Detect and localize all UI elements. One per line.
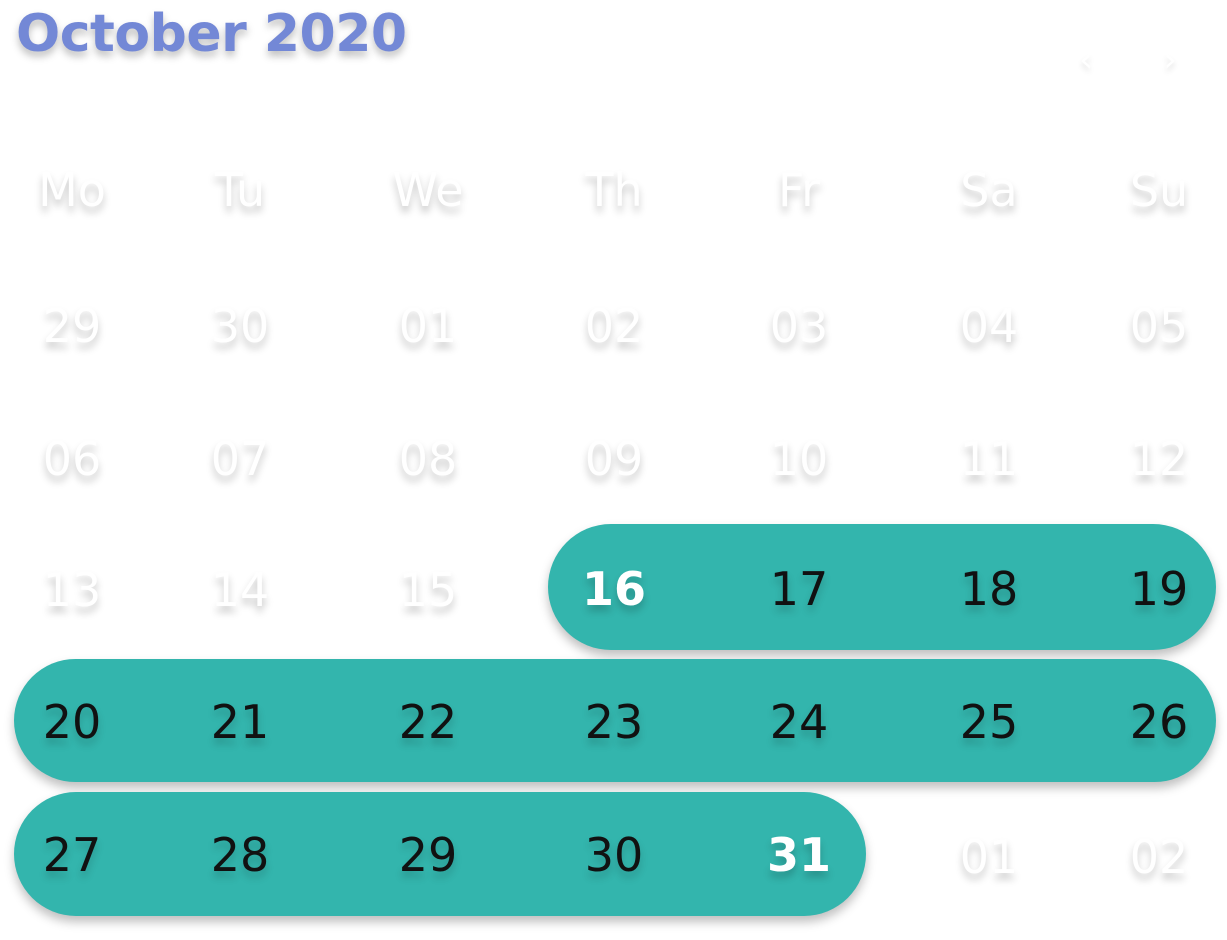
- weekday-mo: Mo: [38, 163, 106, 217]
- day-cell[interactable]: 02: [584, 299, 644, 353]
- day-cell-in-range[interactable]: 29: [398, 828, 458, 882]
- chevron-right-icon: ›: [1163, 40, 1177, 80]
- day-cell[interactable]: 29: [42, 299, 102, 353]
- day-cell[interactable]: 04: [959, 299, 1019, 353]
- day-cell[interactable]: 01: [959, 830, 1019, 884]
- weekday-fr: Fr: [777, 163, 821, 217]
- day-cell-in-range[interactable]: 28: [210, 828, 270, 882]
- day-cell-in-range[interactable]: 23: [584, 695, 644, 749]
- previous-month-button[interactable]: ‹: [1066, 40, 1106, 80]
- weekday-sa: Sa: [960, 163, 1018, 217]
- range-highlight-week-3: [548, 524, 1216, 650]
- day-cell-in-range[interactable]: 25: [959, 695, 1019, 749]
- chevron-left-icon: ‹: [1079, 40, 1093, 80]
- day-cell-in-range[interactable]: 18: [959, 562, 1019, 616]
- month-title: October 2020: [16, 4, 407, 64]
- day-cell[interactable]: 12: [1129, 432, 1189, 486]
- weekday-th: Th: [585, 163, 643, 217]
- next-month-button[interactable]: ›: [1150, 40, 1190, 80]
- day-cell[interactable]: 13: [42, 563, 102, 617]
- day-cell[interactable]: 07: [210, 432, 270, 486]
- day-cell-in-range[interactable]: 26: [1129, 695, 1189, 749]
- day-cell[interactable]: 09: [584, 432, 644, 486]
- day-cell-in-range[interactable]: 21: [210, 695, 270, 749]
- day-cell[interactable]: 14: [210, 563, 270, 617]
- day-cell-in-range[interactable]: 22: [398, 695, 458, 749]
- day-cell[interactable]: 02: [1129, 830, 1189, 884]
- day-cell[interactable]: 06: [42, 432, 102, 486]
- day-cell[interactable]: 01: [398, 299, 458, 353]
- day-cell[interactable]: 11: [959, 432, 1019, 486]
- range-end-day[interactable]: 31: [766, 828, 832, 882]
- day-cell-in-range[interactable]: 20: [42, 695, 102, 749]
- day-cell-in-range[interactable]: 30: [584, 828, 644, 882]
- day-cell[interactable]: 30: [210, 299, 270, 353]
- day-cell[interactable]: 10: [769, 432, 829, 486]
- day-cell[interactable]: 05: [1129, 299, 1189, 353]
- weekday-tu: Tu: [214, 163, 266, 217]
- day-cell[interactable]: 03: [769, 299, 829, 353]
- range-start-day[interactable]: 16: [581, 562, 647, 616]
- range-highlight-week-5: [14, 792, 866, 916]
- weekday-we: We: [392, 163, 464, 217]
- day-cell[interactable]: 15: [398, 563, 458, 617]
- day-cell-in-range[interactable]: 27: [42, 828, 102, 882]
- day-cell-in-range[interactable]: 24: [769, 695, 829, 749]
- day-cell-in-range[interactable]: 17: [769, 562, 829, 616]
- range-highlight-week-4: [14, 659, 1216, 782]
- day-cell-in-range[interactable]: 19: [1129, 562, 1189, 616]
- weekday-su: Su: [1129, 163, 1189, 217]
- day-cell[interactable]: 08: [398, 432, 458, 486]
